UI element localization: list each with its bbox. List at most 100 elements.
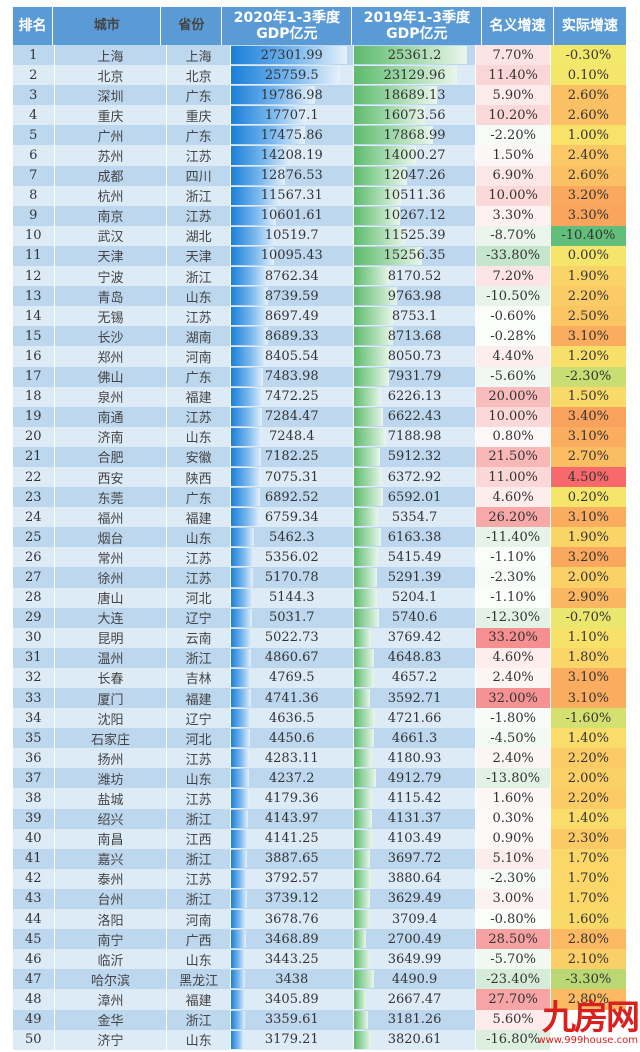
gdp-2019-databar	[353, 769, 376, 788]
header-real-growth: 实际增速	[561, 18, 618, 34]
gdp-2020-value: 4141.25	[264, 831, 319, 847]
city-name: 南京	[97, 210, 124, 226]
table-row: 20 济南 山东 7248.4 7188.98 0.80% 3.10%	[13, 426, 626, 447]
gdp-2020-cell: 5144.3	[230, 587, 354, 608]
city-name: 无锡	[97, 310, 124, 326]
rank-cell: 46	[13, 949, 55, 970]
table-row: 10 武汉 湖北 10519.7 11525.39 -8.70% -10.40%	[13, 225, 626, 246]
gdp-2019-value: 10511.36	[383, 188, 446, 204]
gdp-2019-databar	[353, 749, 373, 768]
table-row: 14 无锡 江苏 8697.49 8753.1 -0.60% 2.50%	[13, 306, 626, 327]
table-row: 29 大连 辽宁 5031.7 5740.6 -12.30% -0.70%	[13, 607, 626, 628]
real-growth-cell: 1.80%	[550, 647, 626, 668]
gdp-2020-cell: 14208.19	[230, 145, 354, 166]
city-name: 青岛	[97, 290, 124, 306]
rank-cell: 27	[13, 567, 55, 588]
gdp-2020-cell: 3438	[230, 969, 354, 990]
province-name: 福建	[185, 692, 212, 708]
gdp-2020-databar	[230, 146, 292, 165]
gdp-2020-value: 10095.43	[260, 248, 323, 264]
province-name: 云南	[185, 632, 212, 648]
table-row: 9 南京 江苏 10601.61 10267.12 3.30% 3.30%	[13, 205, 626, 226]
gdp-2020-cell: 5356.02	[230, 547, 354, 568]
gdp-2019-databar	[353, 849, 371, 868]
province-name: 江西	[185, 833, 212, 849]
rank-cell: 48	[13, 989, 55, 1010]
gdp-2019-value: 2700.49	[387, 931, 442, 947]
rank-value: 8	[29, 188, 38, 204]
real-growth-value: 1.70%	[567, 871, 610, 887]
gdp-2020-databar	[230, 66, 341, 85]
gdp-2019-databar	[353, 1010, 368, 1029]
rank-value: 3	[29, 87, 38, 103]
real-growth-value: 2.50%	[567, 308, 610, 324]
city-name: 重庆	[97, 109, 124, 125]
province-name: 北京	[185, 69, 212, 85]
city-cell: 苏州	[55, 145, 168, 166]
rank-value: 47	[25, 971, 42, 987]
nominal-growth-value: -2.30%	[490, 871, 536, 887]
gdp-2019-databar	[353, 467, 383, 487]
gdp-2019-value: 6226.13	[387, 389, 442, 405]
table-row: 32 长春 吉林 4769.5 4657.2 2.40% 3.10%	[13, 667, 626, 688]
city-name: 佛山	[97, 371, 124, 387]
city-name: 郑州	[97, 350, 124, 366]
nominal-growth-value: 11.40%	[488, 67, 538, 83]
real-growth-value: 3.10%	[567, 429, 610, 445]
real-growth-cell: 1.00%	[550, 125, 626, 146]
gdp-2020-databar	[230, 829, 249, 848]
gdp-2019-cell: 3880.64	[353, 868, 477, 889]
gdp-2019-databar	[353, 990, 366, 1009]
real-growth-cell: 3.10%	[550, 507, 626, 528]
gdp-2019-cell: 18689.13	[353, 85, 477, 106]
province-cell: 江苏	[167, 145, 231, 166]
gdp-2020-cell: 4450.6	[230, 728, 354, 749]
nominal-growth-value: 5.10%	[492, 851, 534, 867]
nominal-growth-value: 26.20%	[488, 509, 538, 525]
nominal-growth-value: -8.70%	[490, 228, 536, 244]
gdp-2019-cell: 2700.49	[353, 929, 477, 950]
gdp-2019-cell: 7188.98	[353, 426, 477, 447]
gdp-2019-cell: 6372.92	[353, 466, 477, 488]
gdp-2020-value: 5170.78	[264, 569, 319, 585]
gdp-2019-databar	[353, 307, 393, 326]
gdp-2020-cell: 10519.7	[230, 225, 354, 246]
nominal-growth-value: 20.00%	[488, 389, 538, 405]
rank-cell: 11	[13, 245, 55, 267]
city-name: 杭州	[97, 190, 124, 206]
province-cell: 浙江	[167, 1009, 231, 1030]
gdp-2020-value: 3887.65	[264, 851, 319, 867]
gdp-2020-value: 8762.34	[264, 268, 319, 284]
real-growth-cell: 3.30%	[550, 205, 626, 226]
gdp-2019-databar	[353, 206, 400, 225]
rank-value: 7	[29, 168, 38, 184]
province-name: 四川	[185, 170, 212, 186]
rank-value: 6	[29, 148, 38, 164]
gdp-2019-databar	[353, 447, 381, 466]
gdp-2020-cell: 7472.25	[230, 386, 354, 407]
gdp-2019-value: 4180.93	[387, 750, 442, 766]
city-name: 沈阳	[97, 712, 124, 728]
real-growth-value: 2.00%	[567, 569, 610, 585]
gdp-2019-value: 2667.47	[387, 991, 442, 1007]
province-cell: 福建	[167, 989, 231, 1010]
city-name: 石家庄	[91, 732, 131, 748]
province-name: 吉林	[185, 672, 212, 688]
nominal-growth-value: -4.50%	[490, 730, 536, 746]
city-name: 泰州	[97, 873, 124, 889]
city-cell: 济南	[55, 426, 168, 447]
gdp-2019-databar	[353, 367, 390, 386]
gdp-2020-value: 25759.5	[264, 67, 319, 83]
province-cell: 福建	[167, 688, 231, 709]
gdp-2019-databar	[353, 869, 371, 888]
nominal-growth-cell: 26.20%	[476, 507, 551, 528]
gdp-2020-cell: 6759.34	[230, 507, 354, 528]
table-row: 47 哈尔滨 黑龙江 3438 4490.9 -23.40% -3.30%	[13, 969, 626, 990]
nominal-growth-cell: 6.90%	[476, 165, 551, 186]
city-cell: 深圳	[55, 85, 168, 106]
gdp-2019-value: 14000.27	[383, 148, 446, 164]
gdp-2020-value: 7483.98	[264, 369, 319, 385]
gdp-2019-value: 16073.56	[383, 107, 446, 123]
rank-cell: 6	[13, 145, 55, 166]
nominal-growth-cell: 3.30%	[476, 205, 551, 226]
